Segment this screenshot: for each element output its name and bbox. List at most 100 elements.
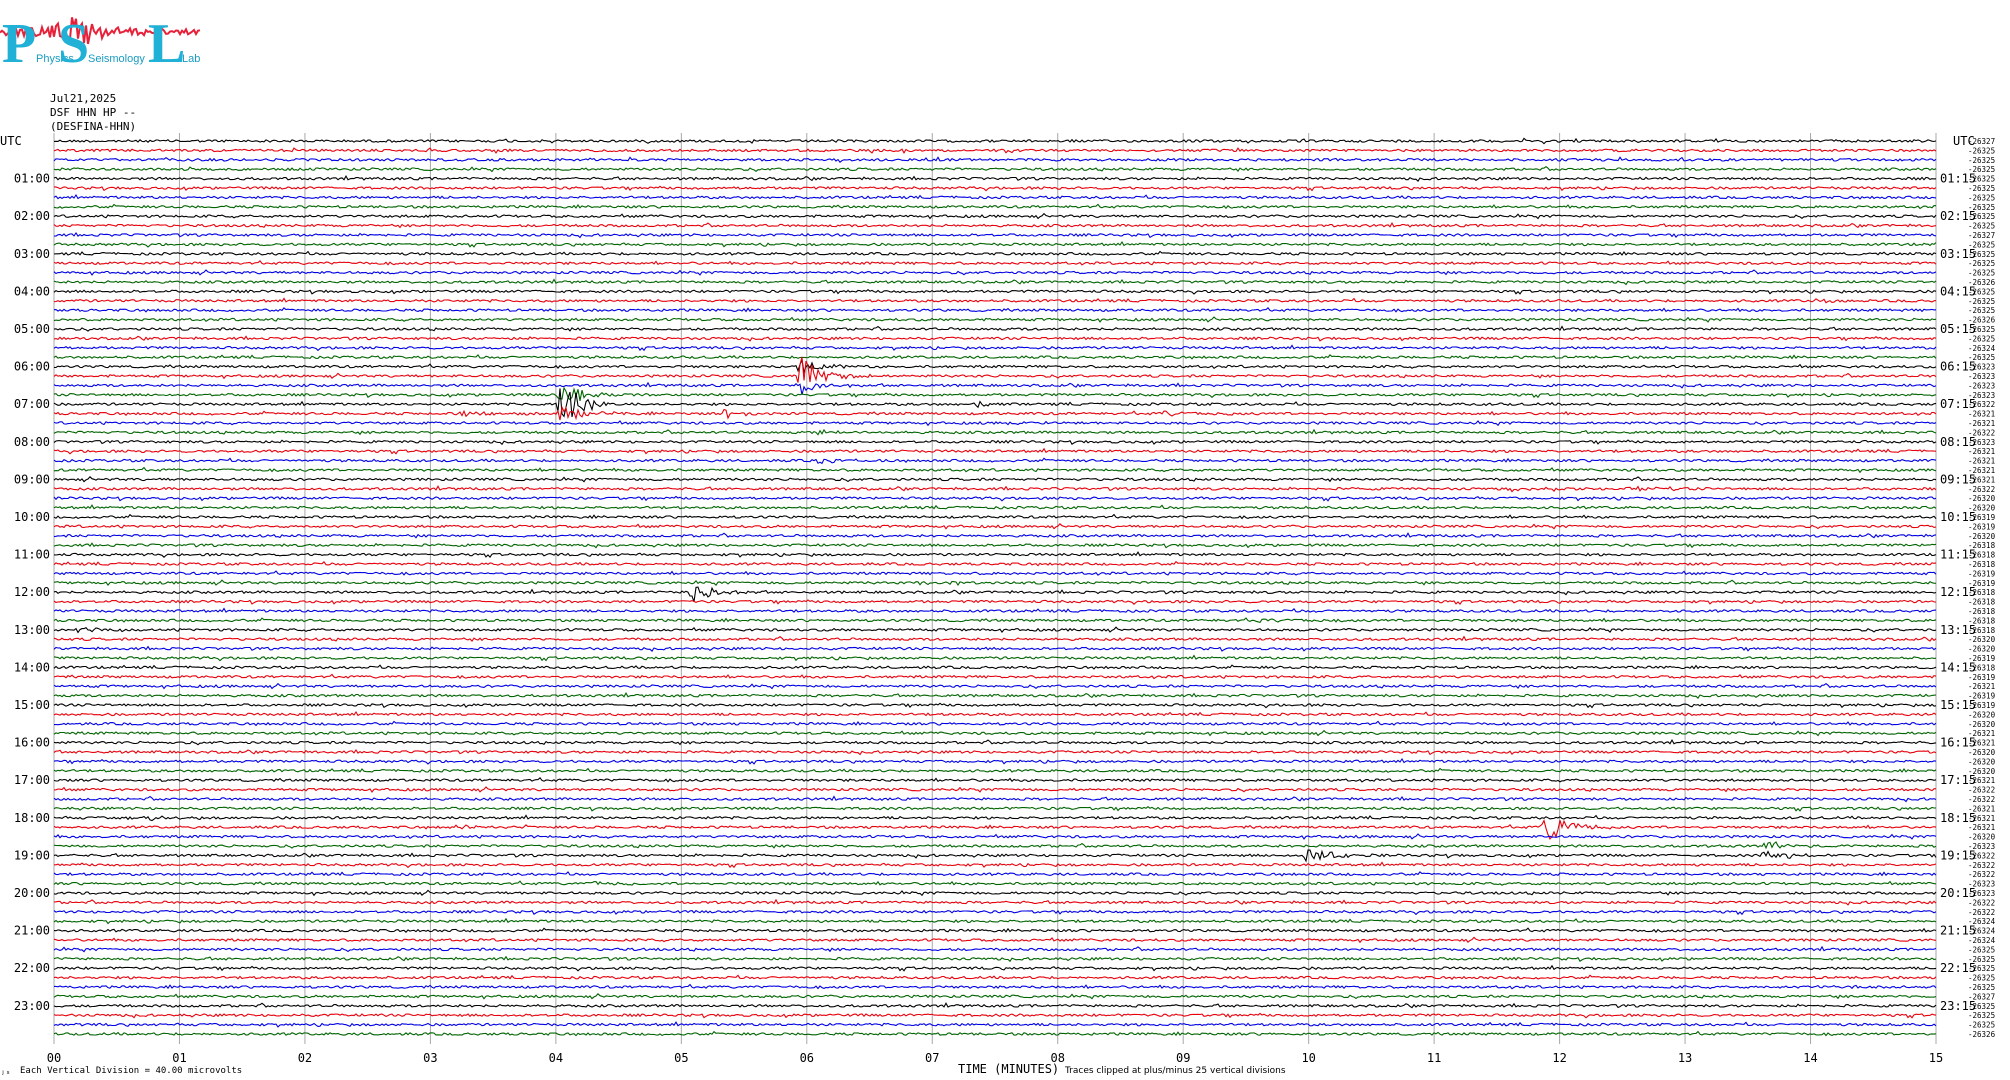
- trace-offset-label: -26320: [1968, 710, 1996, 719]
- left-hour-label: 23:00: [14, 999, 50, 1013]
- seismogram-trace: [53, 278, 1937, 286]
- seismogram-trace: [53, 269, 1937, 276]
- x-tick-label: 14: [1803, 1051, 1817, 1065]
- seismogram-trace: [53, 607, 1937, 613]
- seismogram-trace: [53, 974, 1937, 980]
- right-hour-label: 22:15: [1940, 961, 1976, 975]
- seismogram-trace: [53, 504, 1937, 510]
- trace-offset-label: -26322: [1968, 870, 1995, 879]
- logo-word-lab: Lab: [182, 53, 200, 65]
- trace-offset-label: -26325: [1968, 955, 1995, 964]
- x-tick-label: 07: [925, 1051, 939, 1065]
- trace-offset-label: -26325: [1968, 250, 1995, 259]
- seismogram-trace: [53, 485, 1937, 493]
- seismogram-trace: [53, 166, 1937, 173]
- seismogram-trace: [53, 599, 1937, 605]
- seismogram-trace: [53, 457, 1937, 465]
- seismogram-trace: [53, 551, 1937, 558]
- seismogram-trace: [53, 212, 1937, 220]
- trace-offset-label: -26320: [1968, 757, 1996, 766]
- trace-offset-label: -26321: [1968, 466, 1995, 475]
- seismogram-trace: [54, 983, 1937, 990]
- trace-offset-label: -26327: [1968, 137, 1995, 146]
- trace-offset-label: -26325: [1968, 193, 1995, 202]
- trace-offset-label: -26325: [1968, 353, 1995, 362]
- trace-offset-label: -26326: [1968, 278, 1996, 287]
- x-tick-label: 04: [549, 1051, 563, 1065]
- seismogram-trace: [53, 185, 1937, 192]
- trace-offset-label: -26319: [1968, 579, 1995, 588]
- seismogram-trace: [53, 156, 1937, 163]
- trace-offset-label: -26321: [1968, 776, 1995, 785]
- right-hour-label: 14:15: [1940, 660, 1976, 674]
- left-hour-label: 11:00: [14, 548, 50, 562]
- x-tick-label: 08: [1051, 1051, 1065, 1065]
- trace-offset-label: -26323: [1968, 889, 1995, 898]
- seismogram-trace: [53, 964, 1937, 972]
- right-hour-label: 23:15: [1940, 999, 1976, 1013]
- trace-offset-label: -26319: [1968, 569, 1995, 578]
- trace-offset-label: -26323: [1968, 391, 1995, 400]
- seismogram-trace: [53, 316, 1937, 323]
- trace-offset-label: -26323: [1968, 381, 1995, 390]
- trace-offset-label: -26319: [1968, 654, 1995, 663]
- seismogram-trace: [53, 841, 1937, 850]
- trace-offset-label: -26325: [1968, 945, 1995, 954]
- seismogram-trace: [53, 691, 1937, 699]
- trace-offset-label: -26324: [1968, 936, 1996, 945]
- seismogram-trace: [53, 814, 1937, 822]
- right-hour-label: 08:15: [1940, 435, 1976, 449]
- x-tick-label: 09: [1176, 1051, 1190, 1065]
- x-tick-label: 10: [1301, 1051, 1315, 1065]
- trace-offset-label: -26321: [1968, 823, 1995, 832]
- seismogram-trace: [53, 297, 1937, 304]
- right-hour-label: 01:15: [1940, 172, 1976, 186]
- seismogram-trace: [53, 617, 1937, 624]
- x-tick-label: 15: [1929, 1051, 1943, 1065]
- trace-offset-label: -26325: [1968, 334, 1995, 343]
- seismogram-trace: [53, 1021, 1937, 1028]
- trace-offset-label: -26320: [1968, 720, 1996, 729]
- left-hour-label: 03:00: [14, 247, 50, 261]
- psl-logo: P Physics S Seismology L Lab: [0, 13, 200, 75]
- trace-offset-label: -26323: [1968, 880, 1995, 889]
- trace-offset-label: -26324: [1968, 344, 1996, 353]
- seismogram-trace: [53, 221, 1937, 229]
- trace-offset-label: -26327: [1968, 231, 1995, 240]
- seismogram-trace: [53, 306, 1937, 313]
- seismogram-trace: [53, 174, 1937, 182]
- trace-offset-label: -26321: [1968, 814, 1995, 823]
- x-tick-label: 01: [172, 1051, 186, 1065]
- left-hour-label: 14:00: [14, 660, 50, 674]
- seismogram-trace: [53, 147, 1937, 155]
- seismogram-trace: [53, 428, 1937, 436]
- trace-offset-label: -26325: [1968, 983, 1995, 992]
- seismogram-trace: [53, 635, 1937, 642]
- seismogram-trace: [53, 250, 1937, 257]
- seismogram-trace: [53, 325, 1937, 332]
- utc-right-title: UTC: [1953, 134, 1975, 148]
- x-tick-label: 03: [423, 1051, 437, 1065]
- trace-offset-label: -26325: [1968, 1021, 1995, 1030]
- seismogram-trace: [53, 193, 1937, 200]
- x-tick-label: 12: [1552, 1051, 1566, 1065]
- trace-offset-label: -26320: [1968, 767, 1996, 776]
- seismogram-trace: [53, 344, 1937, 352]
- trace-offset-label: -26325: [1968, 297, 1995, 306]
- trace-offset-label: -26318: [1968, 616, 1996, 625]
- x-axis-title: TIME (MINUTES): [958, 1062, 1059, 1076]
- trace-offset-label: -26319: [1968, 692, 1995, 701]
- seismogram-trace: [53, 806, 1936, 812]
- left-hour-label: 13:00: [14, 623, 50, 637]
- seismogram-trace: [53, 542, 1937, 549]
- trace-offset-label: -26321: [1968, 475, 1995, 484]
- trace-offset-label: -26322: [1968, 400, 1995, 409]
- left-hour-label: 18:00: [14, 811, 50, 825]
- seismogram-trace: [53, 1030, 1937, 1037]
- utc-left-title: UTC: [0, 134, 22, 148]
- seismogram-trace: [53, 909, 1937, 916]
- trace-offset-label: -26320: [1968, 504, 1996, 513]
- trace-offset-label: -26325: [1968, 974, 1995, 983]
- left-hour-label: 02:00: [14, 209, 50, 223]
